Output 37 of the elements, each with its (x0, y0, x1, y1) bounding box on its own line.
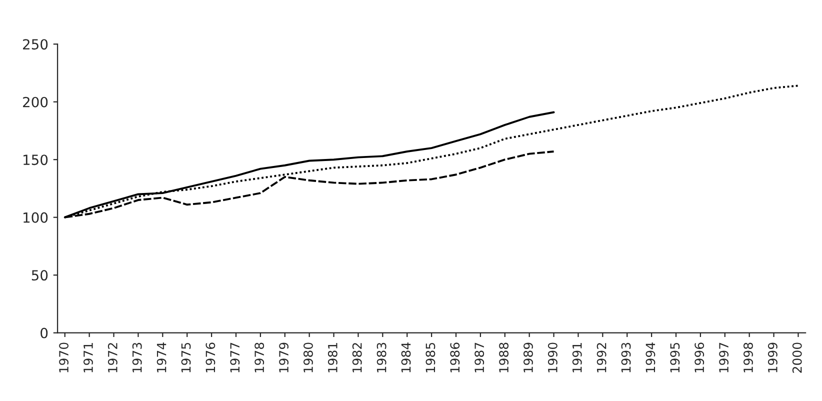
y-tick-label: 100 (24, 212, 48, 223)
x-tick-label: 1975 (181, 342, 191, 372)
x-tick-label: 1973 (132, 342, 142, 372)
x-tick-label: 1997 (719, 342, 729, 372)
y-tick-label: 200 (23, 96, 48, 108)
x-tick-label: 2000 (792, 342, 802, 373)
x-tick-label: 1993 (621, 342, 631, 372)
x-tick-label: 1992 (596, 343, 606, 372)
y-tick-label: 0 (40, 328, 48, 338)
x-tick-label: 1982 (352, 343, 362, 372)
x-tick-label: 1978 (254, 342, 264, 372)
x-tick-label: 1990 (548, 342, 558, 372)
x-tick-label: 1977 (230, 342, 240, 372)
y-tick-label: 50 (32, 270, 48, 281)
x-tick-label: 1971 (83, 343, 93, 372)
x-tick-label: 1976 (206, 342, 216, 372)
x-tick-label: 1974 (156, 342, 166, 372)
x-tick-label: 1988 (499, 342, 509, 372)
x-tick-label: 1972 (108, 343, 118, 372)
y-tick-label: 250 (23, 39, 48, 50)
x-tick-label: 1987 (474, 342, 484, 372)
x-tick-label: 1999 (768, 342, 778, 372)
x-tick-label: 1991 (572, 343, 582, 372)
x-tick-label: 1981 (328, 343, 338, 372)
x-tick-label: 1984 (401, 342, 411, 372)
x-tick-label: 1970 (59, 342, 68, 372)
x-tick-label: 1998 (744, 342, 753, 372)
x-tick-label: 1983 (376, 342, 386, 372)
x-tick-label: 1996 (694, 342, 704, 372)
x-tick-label: 1994 (646, 342, 656, 372)
x-tick-label: 1989 (524, 342, 533, 372)
x-tick-label: 1985 (426, 342, 436, 372)
x-tick-label: 1980 (303, 342, 313, 372)
x-tick-label: 1995 (670, 342, 680, 372)
y-tick-label: 150 (24, 154, 48, 166)
x-tick-label: 1979 (279, 342, 289, 372)
x-tick-label: 1986 (450, 342, 460, 372)
